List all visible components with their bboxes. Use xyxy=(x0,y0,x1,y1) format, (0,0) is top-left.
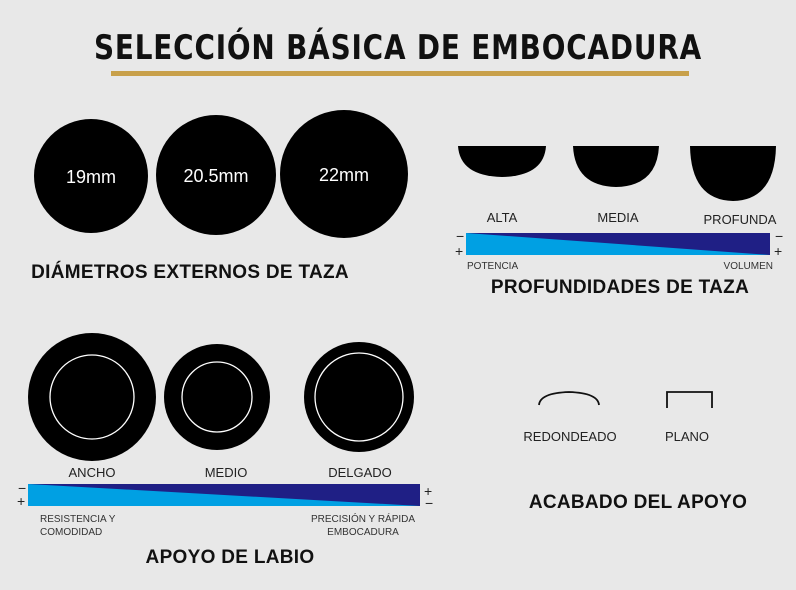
depth-right-label: VOLUMEN xyxy=(723,261,773,272)
rim-label-medium: MEDIO xyxy=(204,465,248,480)
cup-diameter-20-5mm: 20.5mm xyxy=(156,115,276,235)
title-divider xyxy=(111,71,689,76)
rim-wide xyxy=(28,333,156,461)
depth-right-minus: − xyxy=(775,228,784,244)
rounded-rim-profile xyxy=(538,391,600,406)
rim-right-label-line2: EMBOCADURA xyxy=(327,527,399,538)
cup-diameter-19mm: 19mm xyxy=(34,119,148,233)
rim-right-plus: + xyxy=(424,483,433,499)
depth-right-plus: + xyxy=(774,243,783,259)
finish-label-flat: PLANO xyxy=(664,429,710,444)
diameter-label: 22mm xyxy=(319,165,369,185)
rim-left-label-line1: RESISTENCIA Y xyxy=(40,514,116,525)
rim-left-label: RESISTENCIA Y COMODIDAD xyxy=(40,513,115,539)
depth-left-minus: − xyxy=(456,228,465,244)
depth-label-medium: MEDIA xyxy=(597,210,639,225)
page-title: SELECCIÓN BÁSICA DE EMBOCADURA xyxy=(93,28,703,68)
diameter-label: 19mm xyxy=(66,167,116,187)
rim-scale-bar xyxy=(28,484,420,506)
rim-left-label-line2: COMODIDAD xyxy=(40,527,103,538)
depths-heading: PROFUNDIDADES DE TAZA xyxy=(490,277,750,298)
rim-width-heading: APOYO DE LABIO xyxy=(145,547,315,568)
depth-label-deep: PROFUNDA xyxy=(703,212,777,227)
rim-left-plus: + xyxy=(17,493,26,509)
rim-finish-heading: ACABADO DEL APOYO xyxy=(528,492,748,513)
depth-scale-bar xyxy=(466,233,770,255)
rim-right-label-line1: PRECISIÓN Y RÁPIDA xyxy=(310,514,416,525)
rim-medium xyxy=(164,344,270,450)
rim-right-label: PRECISIÓN Y RÁPIDA EMBOCADURA xyxy=(300,513,426,539)
bowl-shallow xyxy=(458,146,546,177)
rim-thin xyxy=(304,342,414,452)
bowl-deep xyxy=(690,146,776,201)
diameters-heading: DIÁMETROS EXTERNOS DE TAZA xyxy=(31,262,349,283)
rim-left-minus: − xyxy=(18,480,27,496)
finish-label-rounded: REDONDEADO xyxy=(523,429,617,444)
rim-label-wide: ANCHO xyxy=(68,465,116,480)
depth-label-shallow: ALTA xyxy=(486,210,518,225)
diameter-label: 20.5mm xyxy=(183,166,248,186)
rim-right-minus: − xyxy=(425,495,434,511)
flat-rim-profile xyxy=(666,391,713,408)
bowl-medium xyxy=(573,146,659,187)
depth-left-label: POTENCIA xyxy=(467,261,519,272)
rim-label-thin: DELGADO xyxy=(328,465,392,480)
depth-left-plus: + xyxy=(455,243,464,259)
cup-diameter-22mm: 22mm xyxy=(280,110,408,238)
